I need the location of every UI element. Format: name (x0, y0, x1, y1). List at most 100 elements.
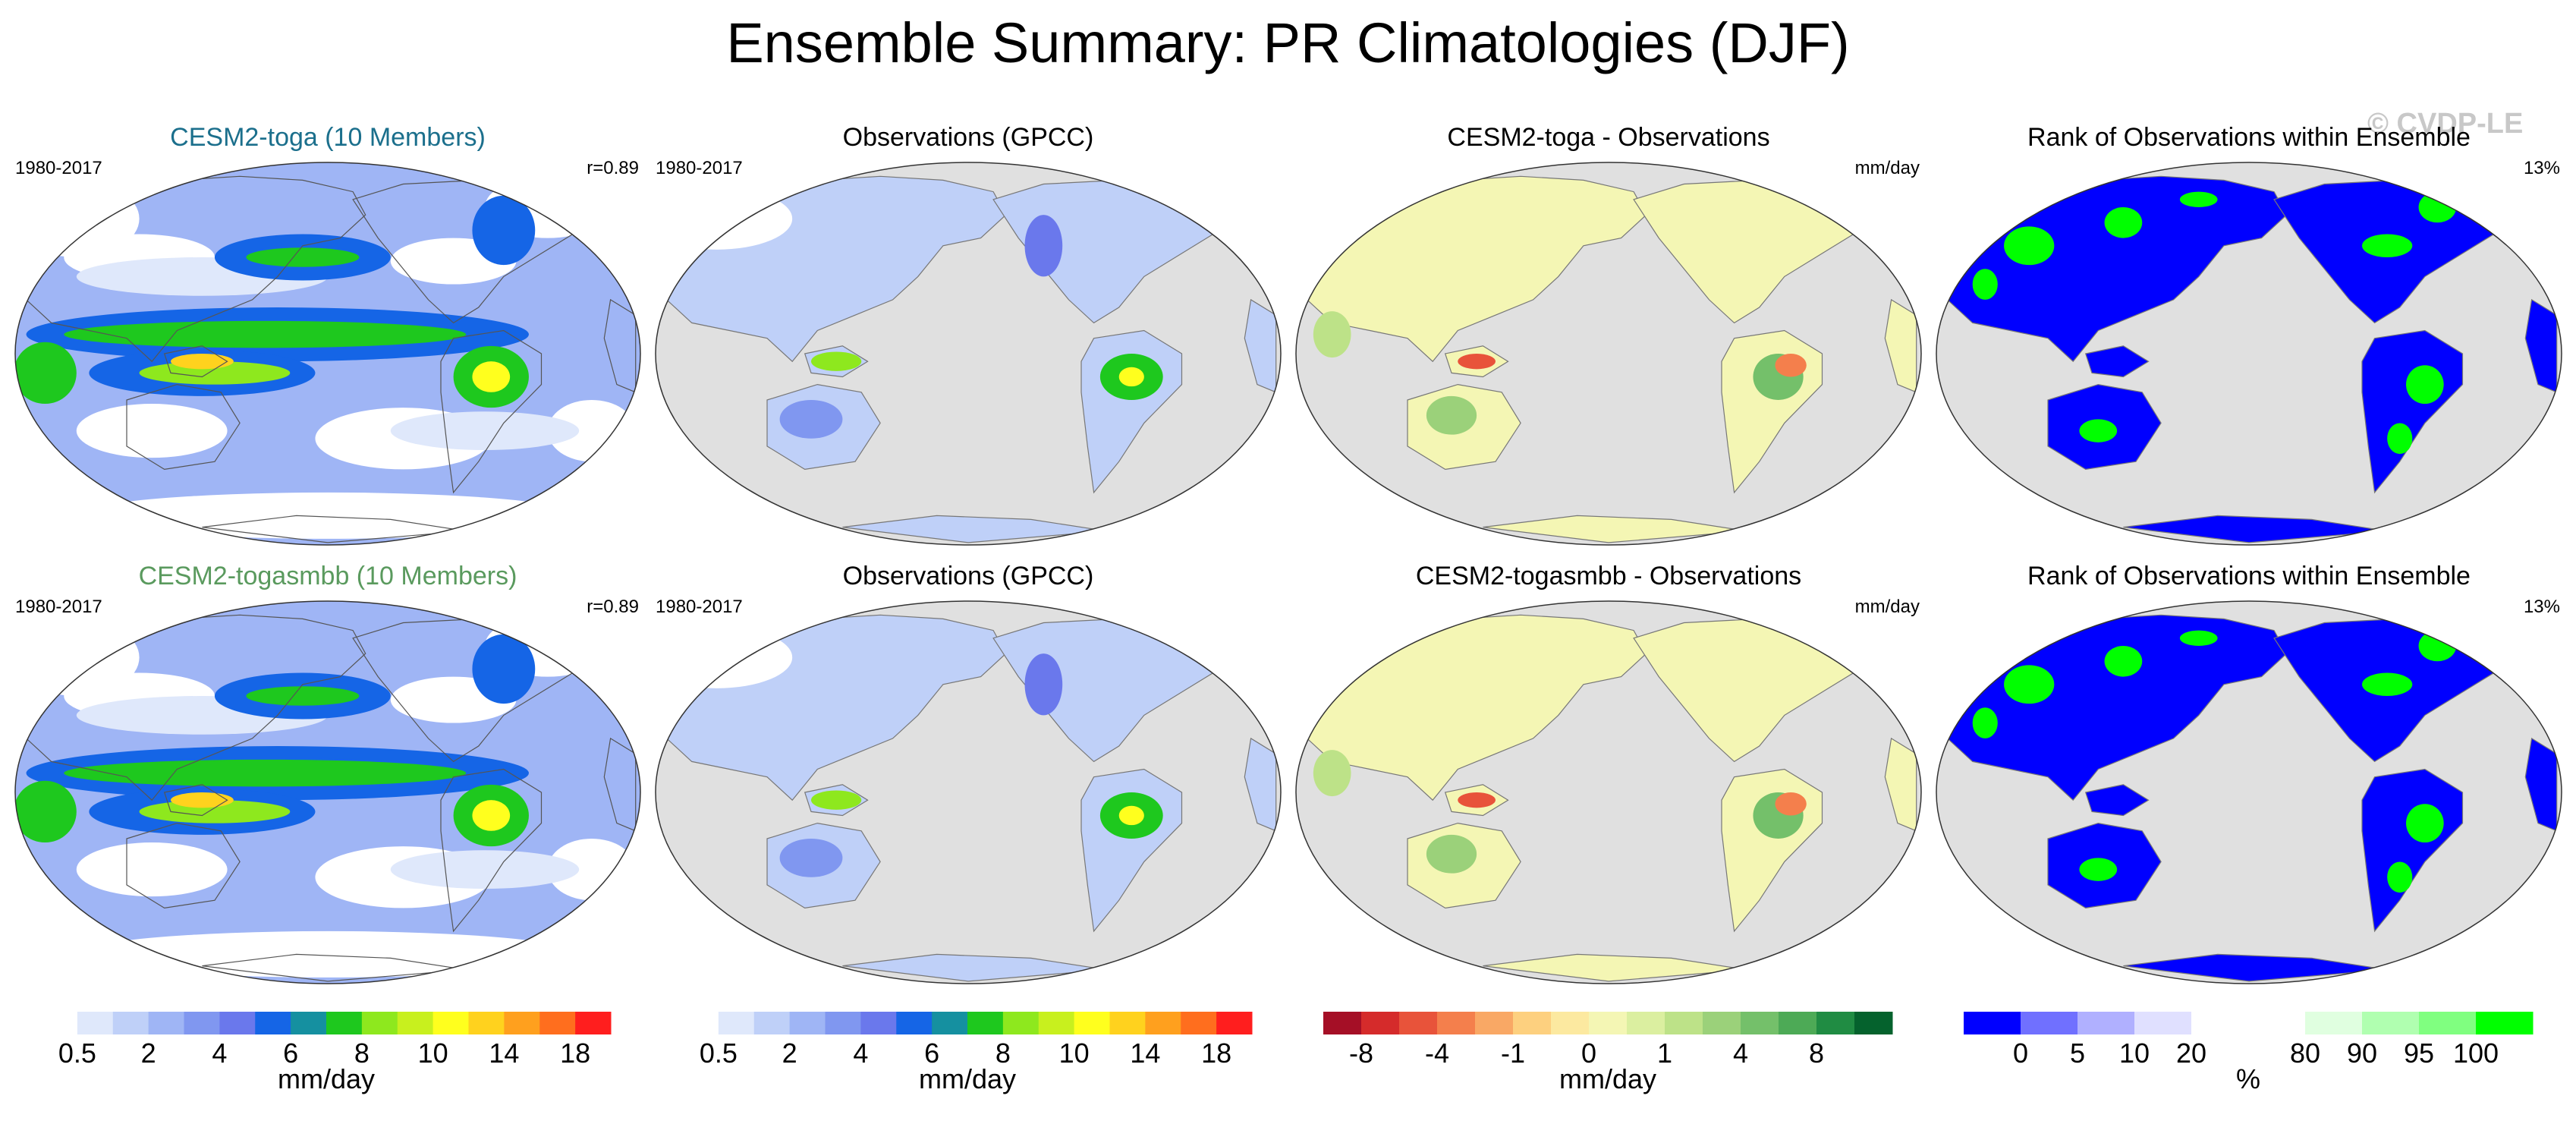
colorbar-tick-label: -4 (1424, 1038, 1450, 1069)
diff-wet (1426, 395, 1477, 435)
australia-rain (779, 399, 843, 439)
rank-high-region (2104, 645, 2143, 677)
colorbar-swatches (1964, 1012, 2534, 1034)
map-border (1295, 162, 1922, 546)
colorbar-swatch (1074, 1012, 1110, 1034)
colorbar-swatch (539, 1012, 576, 1034)
colorbar-swatch (1216, 1012, 1253, 1034)
colorbar-tick-label: 0.5 (699, 1038, 738, 1069)
dry-region (390, 850, 580, 889)
colorbar-tick-label: 10 (2118, 1038, 2150, 1069)
colorbar-swatch (1703, 1012, 1741, 1034)
colorbar-swatch (2248, 1012, 2306, 1034)
coastal-rain (1024, 653, 1063, 716)
colorbar-tick-label: 95 (2403, 1038, 2435, 1069)
colorbar-tick-label: 90 (2346, 1038, 2378, 1069)
panel-title: Rank of Observations within Ensemble (2027, 123, 2471, 152)
colorbar-swatch (1038, 1012, 1075, 1034)
rank-high-region (2079, 419, 2118, 442)
colorbar-tick-label: 4 (1732, 1038, 1749, 1069)
indian-ocean-rain (15, 342, 77, 405)
panel-title: Observations (GPCC) (842, 562, 1094, 590)
colorbar-tick-label: 0 (1581, 1038, 1597, 1069)
colorbar-swatch (2476, 1012, 2534, 1034)
colorbar-swatch (1323, 1012, 1362, 1034)
colorbar-swatches (683, 1012, 1253, 1034)
rain-max (171, 792, 234, 808)
colorbar-swatch (1589, 1012, 1628, 1034)
map-border (1936, 600, 2562, 984)
percent-label: 13% (2523, 597, 2560, 617)
colorbar-swatch (2021, 1012, 2078, 1034)
colorbar-swatch (1513, 1012, 1552, 1034)
correlation-label: r=0.89 (587, 158, 639, 178)
landmass-6 (202, 515, 467, 543)
colorbar-tick-label: 4 (853, 1038, 869, 1069)
colorbar-swatch (1551, 1012, 1590, 1034)
colorbar-swatch (2134, 1012, 2192, 1034)
colorbar-tick-label: 10 (417, 1038, 448, 1069)
panel-title: Rank of Observations within Ensemble (2027, 562, 2471, 590)
landmass-6 (1483, 953, 1747, 982)
map-rank (1936, 162, 2562, 546)
colorbar-swatch (1181, 1012, 1217, 1034)
colorbar-tick-label: 10 (1058, 1038, 1090, 1069)
colorbar-swatch (967, 1012, 1004, 1034)
rank-high-region (1972, 269, 1998, 300)
landmass-6 (1483, 515, 1747, 543)
maritime-rain (811, 351, 862, 371)
colorbar-unit-label: mm/day (1558, 1063, 1657, 1094)
rank-high-region (2406, 804, 2444, 843)
indian-ocean-rain (15, 780, 77, 843)
dry-region (15, 619, 140, 696)
storm-track (472, 195, 536, 266)
colorbar-tick-label: 2 (782, 1038, 797, 1069)
colorbar-tick-label: 14 (489, 1038, 520, 1069)
map-diff (1295, 600, 1922, 984)
colorbar-swatch (2419, 1012, 2477, 1034)
australia-rain (779, 838, 843, 877)
colorbar-swatch (1002, 1012, 1040, 1034)
colorbar-swatch (397, 1012, 434, 1034)
map-diff (1295, 162, 1922, 546)
landmass-5 (2524, 298, 2558, 393)
colorbar-tick-label: -8 (1348, 1038, 1374, 1069)
map-border (1295, 600, 1922, 984)
landmass-5 (603, 737, 637, 832)
colorbar-unit-label: % (2235, 1063, 2261, 1094)
spcz-core (139, 361, 291, 385)
dry-region (76, 842, 228, 897)
colorbar-swatch (326, 1012, 363, 1034)
map-border (655, 162, 1282, 546)
colorbar-tick-label: 8 (1808, 1038, 1825, 1069)
colorbar-swatch (1399, 1012, 1438, 1034)
colorbar-swatch (789, 1012, 826, 1034)
diff-wet (1426, 834, 1477, 874)
map-rank (1936, 600, 2562, 984)
landmass-5 (2524, 737, 2558, 832)
colorbar-swatch (753, 1012, 791, 1034)
colorbar-unit-label: mm/day (277, 1063, 376, 1094)
colorbar-tick-label: 6 (924, 1038, 940, 1069)
colorbar-swatches (42, 1012, 612, 1034)
colorbar-tick-label: -1 (1500, 1038, 1526, 1069)
colorbar-swatch (1741, 1012, 1779, 1034)
colorbar-swatch (2305, 1012, 2363, 1034)
colorbar-tick-label: 2 (140, 1038, 156, 1069)
rank-high-region (2387, 861, 2413, 893)
panel-title: Observations (GPCC) (842, 123, 1094, 152)
colorbar-tick-label: 0 (2012, 1038, 2029, 1069)
amazon-core (472, 361, 511, 392)
percent-label: 13% (2523, 158, 2560, 178)
colorbar-swatch (718, 1012, 755, 1034)
landmass-4 (440, 329, 543, 494)
colorbar-swatch (361, 1012, 398, 1034)
colorbar-swatch (504, 1012, 540, 1034)
panel-title: CESM2-togasmbb - Observations (1415, 562, 1802, 590)
colorbar-swatch (432, 1012, 469, 1034)
diff-dry (1775, 354, 1807, 377)
colorbar-tick-label: 5 (2069, 1038, 2086, 1069)
dry-region (76, 404, 228, 458)
colorbar-tick-label: 14 (1130, 1038, 1161, 1069)
colorbar-swatch (112, 1012, 149, 1034)
